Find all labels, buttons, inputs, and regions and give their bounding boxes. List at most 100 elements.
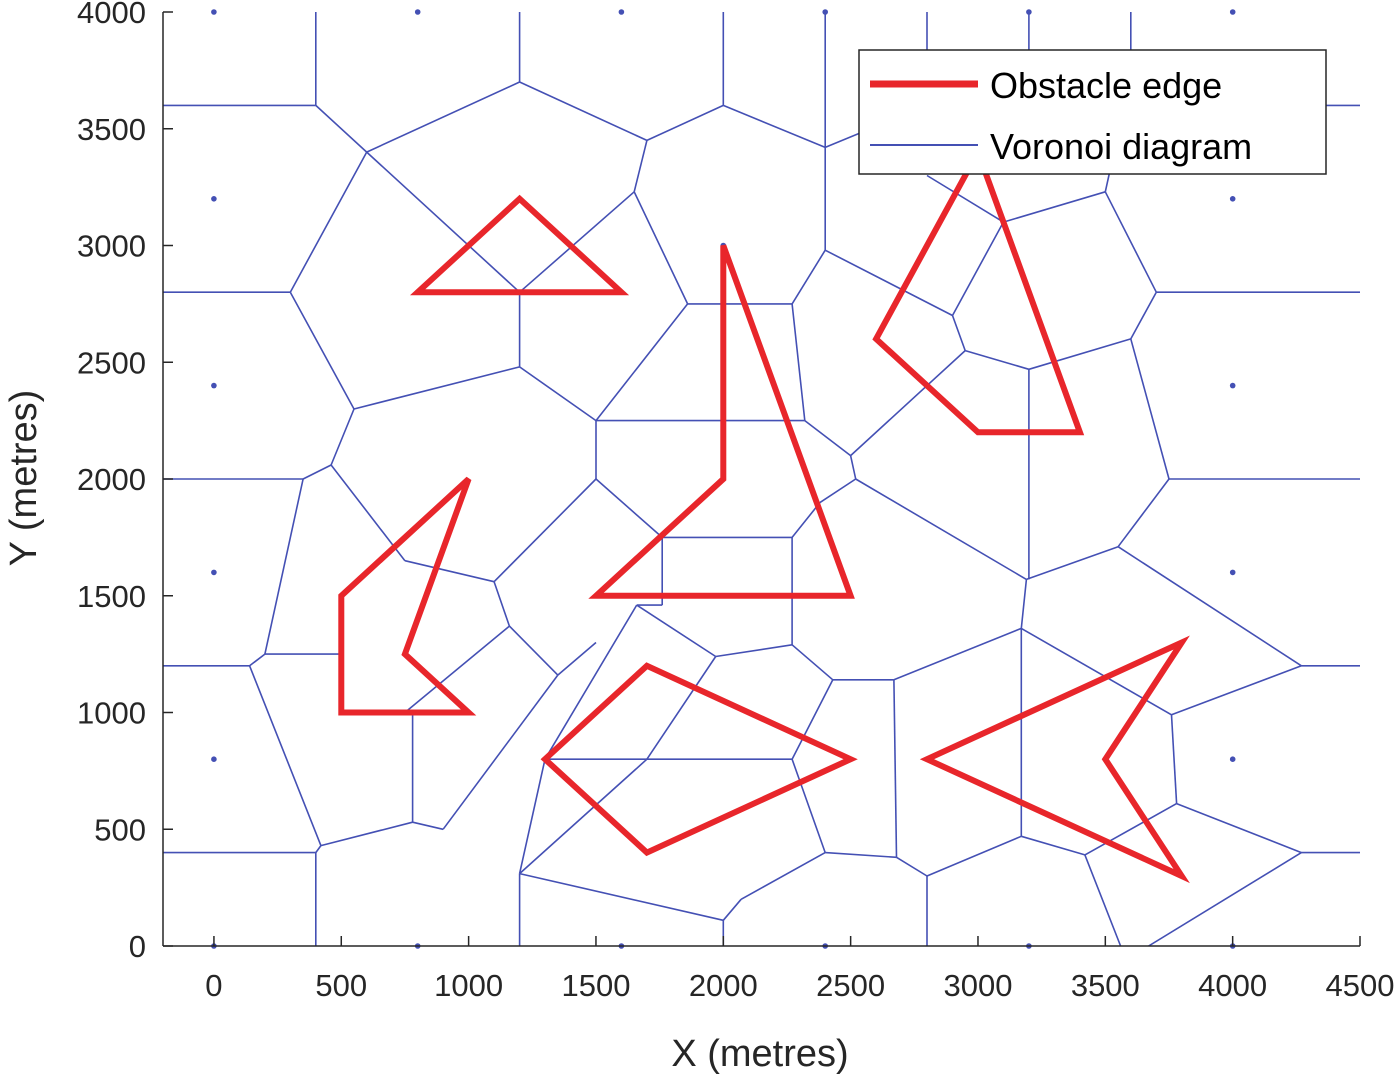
x-tick-label: 2000	[689, 968, 758, 1003]
voronoi-edge	[1130, 291, 1158, 340]
voronoi-site	[211, 196, 217, 202]
voronoi-edge	[302, 464, 332, 480]
obstacle-polygon	[540, 662, 858, 857]
y-tick-label: 500	[94, 812, 146, 847]
voronoi-diagram	[163, 12, 1360, 946]
x-tick-label: 2500	[816, 968, 885, 1003]
voronoi-edge	[715, 644, 793, 658]
voronoi-site	[1229, 756, 1236, 762]
voronoi-edge	[315, 845, 322, 854]
voronoi-edge	[412, 821, 444, 831]
voronoi-edge	[633, 140, 648, 192]
voronoi-edge	[964, 349, 1030, 371]
y-tick-label: 3500	[77, 112, 146, 147]
voronoi-edge	[1117, 478, 1170, 548]
voronoi-edge	[740, 851, 826, 900]
y-tick-label: 1000	[77, 696, 146, 731]
voronoi-edge	[926, 174, 1004, 223]
y-axis-label: Y (metres)	[3, 390, 45, 567]
y-tick-label: 0	[129, 929, 146, 964]
y-tick-label: 2500	[77, 345, 146, 380]
voronoi-site	[1229, 382, 1236, 389]
voronoi-edge	[791, 501, 821, 538]
voronoi-edge	[353, 366, 520, 410]
obstacle-polygon	[588, 244, 855, 599]
obstacle-polygon	[919, 635, 1190, 884]
voronoi-site	[1229, 9, 1236, 15]
voronoi-edge	[855, 478, 1027, 581]
legend-box	[858, 49, 1327, 175]
x-tick-label: 4500	[1326, 968, 1395, 1003]
voronoi-edge	[636, 604, 717, 658]
voronoi-edge	[646, 656, 717, 760]
obstacle-polygon	[338, 476, 477, 716]
voronoi-edge	[1021, 835, 1086, 856]
voronoi-edge	[1104, 191, 1158, 293]
voronoi-edge	[646, 104, 724, 142]
voronoi-edge	[289, 291, 355, 410]
voronoi-edge	[722, 898, 742, 921]
voronoi-site	[1229, 569, 1236, 576]
voronoi-edge	[1117, 546, 1302, 667]
voronoi-edge	[1130, 338, 1170, 480]
obstacle-polygon	[409, 194, 630, 296]
voronoi-edge	[1176, 802, 1302, 854]
x-tick-label: 1500	[561, 968, 630, 1003]
voronoi-edge	[1148, 851, 1302, 946]
voronoi-edge	[508, 625, 559, 676]
voronoi-edge	[825, 851, 897, 859]
legend-obstacle-label: Obstacle edge	[990, 65, 1222, 106]
voronoi-edge	[493, 581, 511, 627]
y-tick-label: 2000	[77, 462, 146, 497]
tick-labels: 0 500 1000 1500 2000 2500 3000 3500 4000 4500 0 500…	[77, 0, 1394, 1003]
x-tick-label: 4000	[1198, 968, 1267, 1003]
voronoi-edge	[1084, 802, 1177, 856]
voronoi-edge	[442, 674, 559, 830]
voronoi-edge	[926, 835, 1022, 877]
voronoi-edge	[366, 151, 521, 293]
voronoi-edge	[1026, 545, 1119, 581]
voronoi-edge	[1170, 714, 1178, 804]
voronoi-edge	[544, 604, 638, 760]
voronoi-site	[1026, 9, 1032, 15]
y-tick-label: 4000	[77, 0, 146, 30]
voronoi-site	[211, 9, 217, 15]
voronoi-edge	[633, 191, 689, 305]
y-tick-label: 3000	[77, 229, 146, 264]
legend: Obstacle edge Voronoi diagram	[858, 49, 1327, 175]
voronoi-edge	[518, 759, 546, 874]
voronoi-edge	[951, 315, 966, 351]
voronoi-edge	[248, 665, 322, 846]
voronoi-edge	[519, 81, 648, 142]
obstacle-polygon	[872, 144, 1085, 436]
x-tick-label: 500	[315, 968, 367, 1003]
voronoi-edge	[519, 191, 635, 293]
voronoi-site	[618, 9, 625, 15]
voronoi-edge	[264, 478, 304, 655]
voronoi-edge	[722, 104, 826, 149]
x-tick-label: 1000	[434, 968, 503, 1003]
voronoi-edge	[791, 644, 834, 681]
voronoi-edge	[849, 455, 857, 480]
legend-voronoi-label: Voronoi diagram	[990, 126, 1252, 167]
voronoi-edge	[249, 653, 266, 667]
voronoi-edge	[791, 303, 806, 421]
voronoi-edge	[493, 478, 597, 583]
voronoi-edge	[330, 408, 355, 466]
obstacle-edges	[338, 144, 1190, 884]
voronoi-edge	[819, 478, 857, 504]
voronoi-edge	[1171, 665, 1302, 716]
voronoi-edge	[404, 625, 510, 714]
voronoi-edge	[791, 758, 826, 853]
voronoi-edge	[519, 758, 648, 875]
voronoi-edge	[893, 679, 898, 858]
voronoi-edge	[595, 478, 663, 538]
voronoi-edge	[1020, 579, 1028, 629]
x-tick-label: 3500	[1071, 968, 1140, 1003]
voronoi-edge	[595, 303, 689, 422]
voronoi-site	[211, 569, 217, 576]
x-axis-label: X (metres)	[671, 1033, 848, 1075]
voronoi-edge	[557, 641, 597, 676]
